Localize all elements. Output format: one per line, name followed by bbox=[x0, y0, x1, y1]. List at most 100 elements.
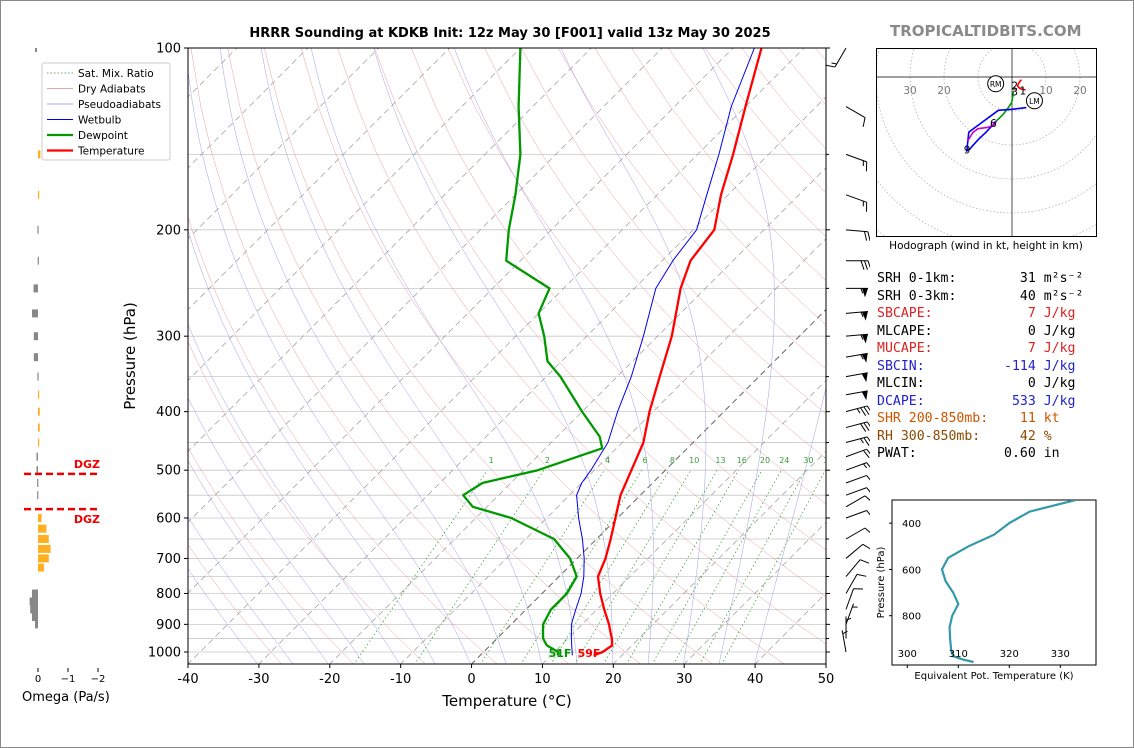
mixing-ratio-label: 13 bbox=[715, 456, 725, 465]
index-value: -114 bbox=[988, 358, 1036, 374]
wind-barb-half bbox=[860, 438, 864, 444]
omega-bar bbox=[37, 256, 39, 265]
mixing-ratio-line bbox=[520, 469, 642, 664]
wind-barb-full bbox=[866, 436, 870, 446]
index-label: SBCAPE: bbox=[877, 306, 989, 321]
pressure-tick-label: 500 bbox=[156, 464, 181, 479]
mixing-ratio-line bbox=[574, 469, 692, 664]
index-label: PWAT: bbox=[877, 446, 989, 461]
moist-adiabat bbox=[373, 48, 613, 664]
wind-barb-half bbox=[856, 408, 861, 414]
index-label: MUCAPE: bbox=[877, 341, 989, 356]
temperature-tick-label: 20 bbox=[605, 672, 622, 687]
wind-barb-full bbox=[860, 260, 865, 270]
wind-barb bbox=[845, 153, 868, 172]
isotherm-line bbox=[683, 521, 826, 664]
isotherm-line bbox=[0, 48, 24, 665]
wind-barb bbox=[845, 390, 868, 401]
dry-adiabat bbox=[188, 446, 354, 664]
index-value: 7 bbox=[988, 341, 1036, 356]
omega-tick-label: −2 bbox=[91, 674, 106, 685]
omega-bar bbox=[32, 309, 38, 318]
wind-barb-full bbox=[866, 475, 870, 484]
wind-barb bbox=[841, 630, 848, 653]
wind-barb-full bbox=[865, 202, 868, 212]
mixing-ratio-label: 10 bbox=[689, 456, 699, 465]
wind-barb-full bbox=[863, 231, 868, 241]
wind-barb-half bbox=[862, 463, 868, 469]
wind-barb bbox=[845, 194, 868, 212]
index-unit: J/kg bbox=[1035, 376, 1076, 391]
index-value: 533 bbox=[988, 393, 1036, 409]
wind-barb-staff bbox=[845, 588, 854, 610]
index-unit: J/kg bbox=[1035, 323, 1076, 339]
wind-barb-full bbox=[853, 588, 864, 590]
wind-barb bbox=[845, 588, 864, 610]
wind-barb-full bbox=[862, 117, 866, 127]
wind-barb-staff bbox=[834, 47, 847, 68]
wind-barb bbox=[845, 616, 852, 639]
index-label: RH 300-850mb: bbox=[877, 428, 989, 444]
wind-barb-staff bbox=[845, 153, 867, 163]
mixing-ratio-label: 16 bbox=[737, 456, 747, 465]
index-row: SHR 200-850mb: 11 kt bbox=[877, 410, 1083, 428]
legend-entry: Dry Adiabats bbox=[78, 84, 146, 96]
wind-barb-full bbox=[866, 421, 870, 431]
hodograph-trace bbox=[967, 120, 998, 142]
storm-motion-marker bbox=[987, 75, 1005, 93]
mixing-ratio-line bbox=[353, 469, 488, 664]
wind-barb-staff bbox=[845, 543, 864, 559]
wind-barb-full bbox=[862, 543, 870, 550]
hodograph-ring bbox=[876, 178, 1096, 237]
hodograph-ring-label: 30 bbox=[903, 85, 916, 97]
moist-adiabat bbox=[188, 323, 400, 664]
wind-barb-half bbox=[845, 617, 852, 621]
wind-barb-staff bbox=[845, 405, 868, 413]
index-unit: % bbox=[1035, 428, 1052, 444]
legend-entry: Wetbulb bbox=[78, 115, 122, 127]
temperature-tick-label: -30 bbox=[248, 672, 269, 687]
wind-barb-half bbox=[860, 288, 864, 294]
wind-barb-half bbox=[860, 334, 864, 340]
pressure-tick-label: 300 bbox=[156, 330, 181, 345]
dry-adiabat bbox=[484, 48, 826, 459]
wind-barb-staff bbox=[845, 495, 866, 508]
pressure-tick-label: 700 bbox=[156, 552, 181, 567]
wind-barb bbox=[845, 474, 870, 484]
wind-barb-full bbox=[859, 559, 870, 564]
omega-xlabel: Omega (Pa/s) bbox=[22, 690, 110, 705]
brand-watermark: TROPICALTIDBITS.COM bbox=[890, 22, 1082, 40]
omega-bar bbox=[38, 554, 49, 563]
wind-barb-staff bbox=[845, 372, 868, 378]
wind-barb-flag bbox=[862, 288, 868, 298]
wind-barb-full bbox=[856, 573, 867, 577]
wind-barb-staff bbox=[841, 630, 847, 653]
wind-barb-full bbox=[866, 510, 870, 519]
wind-barb-full bbox=[864, 260, 868, 270]
index-value: 40 bbox=[988, 288, 1036, 304]
wind-barb bbox=[845, 527, 870, 540]
index-row: PWAT: 0.60 in bbox=[877, 445, 1083, 463]
wind-barb-staff bbox=[845, 421, 868, 429]
index-label: DCAPE: bbox=[877, 393, 989, 409]
wind-barb-full bbox=[866, 448, 870, 457]
temperature-tick-label: 50 bbox=[818, 672, 835, 687]
wind-barb-staff bbox=[845, 559, 861, 577]
index-unit: m²s⁻² bbox=[1035, 288, 1084, 304]
legend-entry: Temperature bbox=[77, 146, 145, 158]
omega-bar bbox=[38, 423, 40, 432]
wind-barb bbox=[845, 603, 858, 625]
wind-barb-staff bbox=[845, 603, 854, 625]
wind-barb-staff bbox=[845, 229, 868, 233]
hodograph-height-label: 3 bbox=[1011, 87, 1018, 99]
index-label: SHR 200-850mb: bbox=[877, 411, 989, 426]
mixing-ratio-label: 2 bbox=[545, 456, 550, 465]
wind-barb-half bbox=[862, 201, 864, 207]
dry-adiabat bbox=[410, 48, 826, 551]
dry-adiabat bbox=[188, 544, 282, 664]
omega-bar bbox=[36, 452, 38, 461]
wind-barb-staff bbox=[845, 352, 868, 358]
wind-barb-half bbox=[860, 311, 864, 318]
wind-barb bbox=[845, 495, 870, 508]
wind-barb bbox=[845, 310, 868, 321]
